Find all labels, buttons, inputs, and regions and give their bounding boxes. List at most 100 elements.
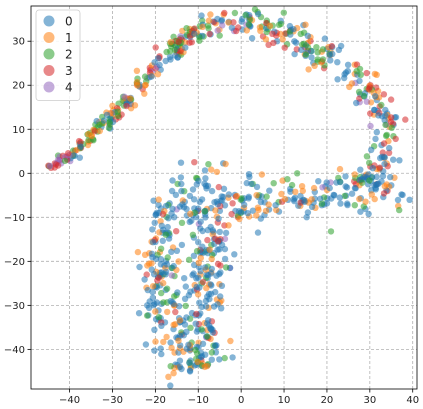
data-point: [318, 200, 326, 207]
data-point: [357, 71, 364, 79]
data-point: [176, 357, 184, 364]
legend: 0 1 2 3 4: [35, 9, 81, 101]
data-point: [279, 177, 286, 184]
data-point: [241, 201, 248, 208]
data-point: [168, 272, 175, 279]
data-point: [96, 127, 104, 135]
data-point: [181, 275, 188, 282]
x-tick-label: 30: [363, 395, 376, 406]
data-point: [366, 159, 373, 166]
data-point: [134, 82, 141, 89]
data-point: [193, 283, 200, 291]
data-point: [288, 181, 296, 189]
data-point: [221, 9, 228, 17]
data-point: [390, 156, 397, 163]
data-point: [135, 310, 143, 317]
data-point: [231, 9, 239, 17]
data-point: [323, 179, 330, 186]
data-point: [185, 341, 192, 348]
data-point: [149, 226, 156, 233]
data-point: [186, 359, 193, 367]
data-point: [387, 173, 394, 181]
data-point: [351, 202, 358, 209]
data-point: [178, 219, 186, 226]
data-point: [380, 140, 388, 147]
data-point: [167, 339, 174, 346]
data-point: [178, 241, 186, 249]
data-point: [187, 288, 194, 295]
data-point: [335, 46, 343, 54]
data-point: [380, 190, 388, 197]
data-point: [103, 111, 111, 119]
data-point: [245, 195, 252, 202]
data-point: [199, 278, 207, 286]
data-point: [210, 303, 218, 310]
data-point: [344, 61, 352, 68]
data-point: [388, 124, 395, 131]
data-point: [149, 283, 157, 290]
y-tick-label: 0: [19, 169, 25, 180]
data-point: [300, 40, 308, 47]
data-point: [298, 183, 306, 190]
data-point: [251, 6, 259, 13]
data-point: [334, 76, 341, 83]
data-point: [281, 195, 289, 203]
data-point: [151, 219, 158, 226]
data-point: [382, 106, 389, 114]
data-point: [77, 143, 84, 150]
data-point: [219, 22, 226, 29]
data-point: [152, 255, 160, 262]
data-point: [253, 183, 261, 191]
data-point: [373, 71, 380, 79]
y-tick-label: −20: [4, 257, 25, 268]
data-point: [402, 116, 409, 123]
data-point: [77, 138, 84, 146]
data-point: [197, 218, 204, 225]
data-point: [363, 98, 370, 105]
data-point: [214, 201, 221, 208]
data-point: [314, 56, 321, 63]
legend-label: 4: [65, 81, 73, 95]
data-point: [209, 227, 216, 234]
data-point: [321, 35, 329, 42]
data-point: [167, 56, 174, 63]
data-point: [175, 303, 183, 310]
data-point: [357, 166, 364, 173]
data-point: [183, 25, 190, 32]
data-point: [199, 23, 206, 30]
data-point: [388, 114, 395, 121]
data-point: [204, 333, 211, 340]
data-point: [190, 270, 197, 277]
x-tick-label: −20: [145, 395, 166, 406]
data-point: [158, 322, 165, 329]
y-tick-label: 10: [12, 125, 25, 136]
data-point: [188, 217, 195, 224]
data-point: [357, 208, 364, 215]
data-point: [216, 356, 223, 363]
data-point: [173, 228, 180, 235]
data-point: [225, 222, 232, 229]
data-point: [204, 226, 211, 234]
data-point: [277, 20, 285, 28]
data-point: [185, 256, 193, 263]
data-point: [205, 322, 213, 329]
data-point: [254, 229, 262, 236]
data-point: [353, 99, 360, 107]
data-point: [256, 24, 264, 31]
data-point: [258, 171, 266, 178]
data-point: [194, 358, 201, 365]
data-point: [160, 279, 167, 287]
data-point: [263, 193, 270, 200]
data-point: [291, 38, 298, 45]
data-point: [383, 131, 390, 139]
data-point: [175, 258, 182, 265]
data-point: [273, 206, 280, 214]
x-tick-label: 0: [238, 395, 244, 406]
data-point: [359, 179, 366, 186]
data-point: [381, 183, 388, 190]
data-point: [220, 193, 227, 201]
data-point: [246, 16, 254, 23]
data-point: [106, 119, 113, 126]
data-point: [153, 209, 160, 216]
y-tick-label: −10: [4, 213, 25, 224]
